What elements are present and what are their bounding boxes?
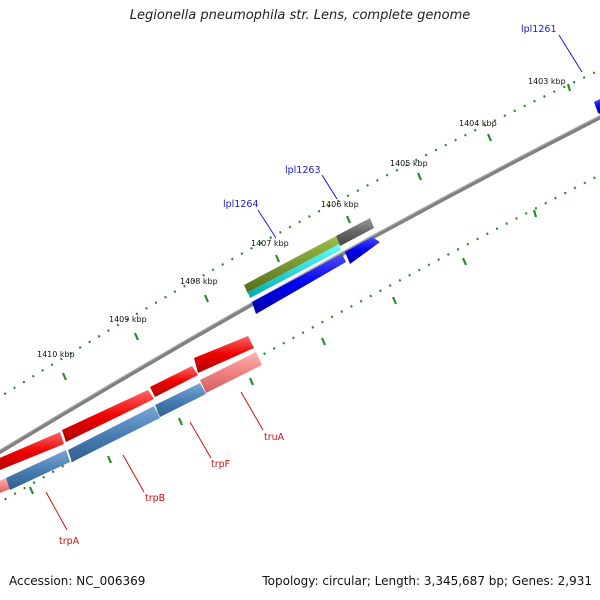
leader-lpl1261 [558, 34, 583, 73]
gene-label-trpF[interactable]: trpF [211, 459, 230, 470]
leader-trpA [45, 491, 68, 531]
tick-label-1403: 1403 kbp [528, 77, 566, 86]
outer-major-ticks [61, 83, 572, 381]
gene-olive[interactable] [244, 236, 340, 294]
gene-cyan[interactable] [248, 244, 341, 298]
gene-pink-left[interactable] [0, 478, 10, 495]
tick-label-1405: 1405 kbp [390, 159, 428, 168]
tick-label-1406: 1406 kbp [321, 200, 359, 209]
accession-text: Accession: NC_006369 [9, 574, 146, 588]
leader-lpl1263 [321, 174, 338, 200]
gene-label-lpl1263[interactable]: lpl1263 [285, 165, 321, 176]
gene-blue-lpl1261[interactable] [594, 99, 600, 114]
gene-gray[interactable] [336, 218, 374, 246]
tick-label-1408: 1408 kbp [180, 277, 218, 286]
gene-steel-trpF[interactable] [155, 383, 206, 417]
map-title: Legionella pneumophila str. Lens, comple… [129, 8, 471, 23]
gene-red-2[interactable] [150, 366, 198, 397]
inner-tick-ring [0, 174, 600, 504]
gene-blue-small[interactable] [345, 237, 380, 264]
tick-label-1407: 1407 kbp [251, 239, 289, 248]
gene-pink-truA[interactable] [200, 352, 262, 393]
genome-stats-text: Topology: circular; Length: 3,345,687 bp… [262, 574, 592, 588]
inner-major-ticks [28, 209, 538, 495]
outer-tick-ring [0, 69, 600, 399]
gene-label-trpA[interactable]: trpA [59, 536, 80, 547]
gene-blue-lpl1263[interactable] [252, 254, 346, 314]
tick-label-1404: 1404 kbp [459, 119, 497, 128]
leader-truA [240, 391, 264, 431]
gene-red-4[interactable] [0, 432, 64, 472]
gene-red-3[interactable] [62, 390, 154, 442]
tick-label-1410: 1410 kbp [37, 350, 75, 359]
gene-label-trpB[interactable]: trpB [145, 493, 165, 504]
leader-trpF [189, 421, 212, 459]
gene-label-lpl1264[interactable]: lpl1264 [223, 199, 259, 210]
gene-red-1[interactable] [194, 336, 254, 373]
leader-lpl1264 [257, 209, 277, 239]
gene-label-lpl1261[interactable]: lpl1261 [521, 24, 557, 35]
gene-steel-trpA[interactable] [6, 450, 70, 490]
leader-trpB [122, 454, 145, 493]
gene-label-truA[interactable]: truA [264, 432, 285, 443]
tick-label-1409: 1409 kbp [109, 315, 147, 324]
gene-steel-trpB[interactable] [68, 406, 160, 462]
